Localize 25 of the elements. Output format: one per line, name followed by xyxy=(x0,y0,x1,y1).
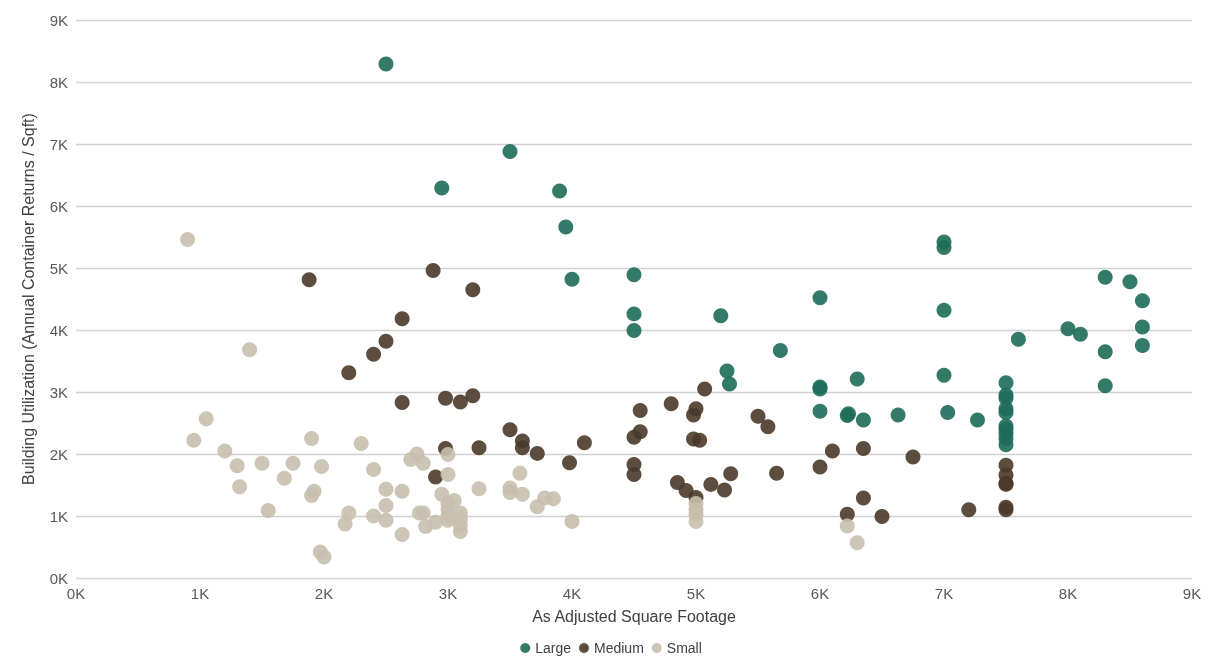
x-tick-label: 8K xyxy=(1058,585,1078,602)
x-tick-label: 5K xyxy=(686,585,706,602)
y-tick-label: 7K xyxy=(49,135,68,153)
x-tick-label: 1K xyxy=(190,585,210,602)
y-tick-label: 3K xyxy=(49,383,68,401)
x-tick-label: 2K xyxy=(314,585,334,602)
x-tick-label: 3K xyxy=(438,585,458,602)
y-tick-label: 2K xyxy=(49,445,68,463)
y-tick-label: 9K xyxy=(49,11,68,29)
x-tick-label: 0K xyxy=(66,585,86,602)
y-tick-label: 4K xyxy=(49,321,68,339)
x-tick-label: 4K xyxy=(562,585,582,602)
y-tick-label: 1K xyxy=(49,507,68,525)
x-tick-label: 6K xyxy=(810,585,830,602)
legend-label: Small xyxy=(666,640,702,656)
y-tick-label: 8K xyxy=(49,73,68,91)
legend-label: Medium xyxy=(594,640,644,656)
x-tick-label: 7K xyxy=(934,585,954,602)
x-tick-label: 9K xyxy=(1182,585,1202,602)
x-axis-title: As Adjusted Square Footage xyxy=(532,607,736,625)
legend-label: Large xyxy=(535,640,572,656)
y-tick-label: 5K xyxy=(49,259,68,277)
y-tick-label: 0K xyxy=(49,569,68,587)
y-tick-label: 6K xyxy=(49,197,68,215)
y-axis-title: Building Utilization (Annual Container Returns / Sqft) xyxy=(19,113,37,485)
